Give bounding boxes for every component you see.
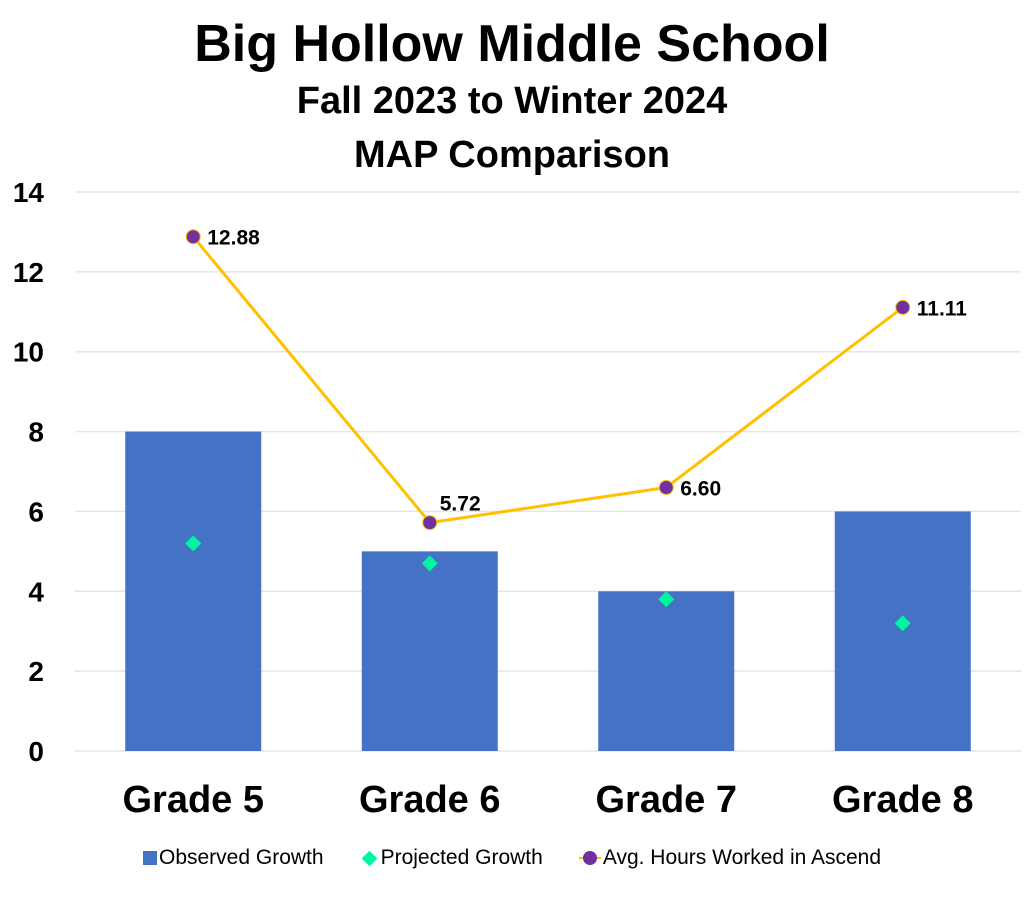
legend-item-observed: Observed Growth xyxy=(142,846,324,870)
legend-item-projected: Projected Growth xyxy=(360,846,543,870)
legend-label: Projected Growth xyxy=(380,846,543,869)
bar-observed-growth xyxy=(125,431,262,751)
data-label-avg-hours: 12.88 xyxy=(207,227,260,250)
legend-line-swatch xyxy=(578,851,601,865)
chart-subtitle-2: MAP Comparison xyxy=(353,134,670,176)
marker-avg-hours xyxy=(895,299,911,315)
y-tick-label: 0 xyxy=(28,736,44,767)
y-tick-label: 2 xyxy=(28,656,44,687)
x-tick-label: Grade 5 xyxy=(122,779,264,821)
marker-projected-growth xyxy=(658,591,675,608)
legend-label: Avg. Hours Worked in Ascend xyxy=(602,846,882,869)
legend-diamond-swatch xyxy=(361,850,377,866)
marker-projected-growth xyxy=(894,615,911,632)
data-label-avg-hours: 5.72 xyxy=(440,493,481,516)
chart-subtitle-1: Fall 2023 to Winter 2024 xyxy=(296,80,728,122)
y-tick-label: 8 xyxy=(28,417,44,448)
legend: Observed Growth Projected Growth Avg. Ho… xyxy=(0,846,1024,870)
marker-avg-hours xyxy=(185,229,201,245)
bar-observed-growth xyxy=(361,551,498,751)
y-tick-label: 6 xyxy=(28,496,44,527)
legend-bar-swatch xyxy=(142,851,157,865)
y-tick-label: 4 xyxy=(28,576,44,607)
bar-observed-growth xyxy=(598,591,735,751)
legend-item-hours: Avg. Hours Worked in Ascend xyxy=(578,846,882,870)
y-tick-label: 14 xyxy=(13,177,45,208)
line-avg-hours xyxy=(192,235,904,525)
chart-title: Big Hollow Middle School xyxy=(194,15,830,73)
x-tick-label: Grade 6 xyxy=(359,779,501,821)
legend-label: Observed Growth xyxy=(158,846,324,869)
data-label-avg-hours: 6.60 xyxy=(680,477,721,500)
x-tick-label: Grade 8 xyxy=(832,779,974,821)
marker-avg-hours xyxy=(658,479,674,495)
marker-avg-hours xyxy=(422,515,438,531)
marker-projected-growth xyxy=(185,535,202,552)
y-tick-label: 12 xyxy=(13,257,44,288)
x-tick-label: Grade 7 xyxy=(595,779,737,821)
data-label-avg-hours: 11.11 xyxy=(917,297,968,320)
marker-projected-growth xyxy=(421,555,438,572)
y-tick-label: 10 xyxy=(13,337,44,368)
